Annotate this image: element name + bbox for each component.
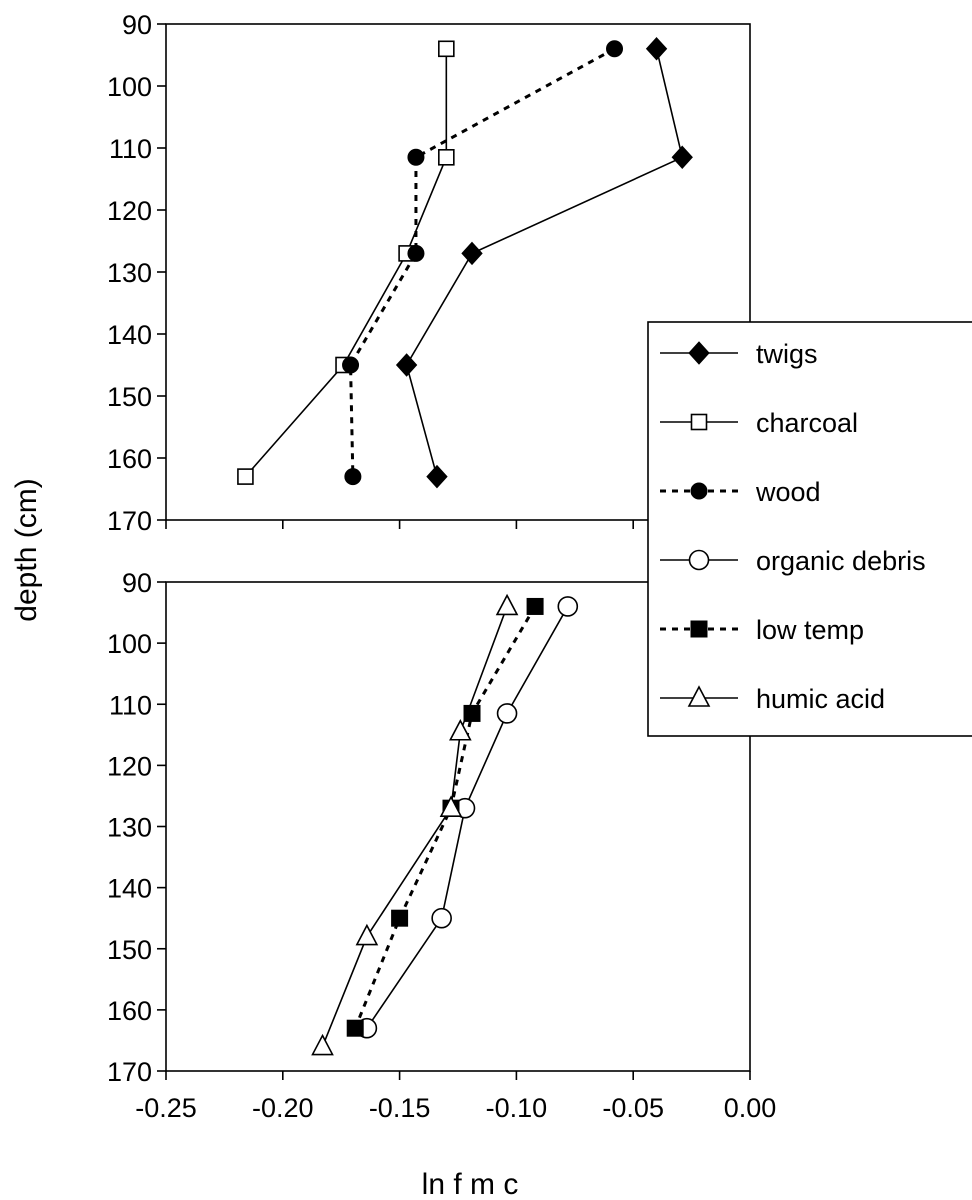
twigs-point: [645, 37, 668, 61]
wood-point: [407, 148, 425, 166]
humic-acid-point: [449, 719, 472, 741]
top-y-tick-label: 120: [107, 196, 152, 226]
twigs-point: [671, 145, 693, 170]
bottom-x-tick-label: -0.20: [252, 1093, 314, 1123]
top-y-tick-label: 150: [107, 382, 152, 412]
bottom-x-tick-label: -0.15: [369, 1093, 431, 1123]
top-y-tick-label: 100: [107, 72, 152, 102]
x-axis-label: ln f m c: [422, 1168, 519, 1200]
top-y-tick-label: 140: [107, 320, 152, 350]
humic-acid-point: [311, 1033, 334, 1056]
wood-legend-marker: [690, 482, 708, 500]
wood-point: [342, 356, 360, 374]
bottom-y-tick-label: 140: [107, 874, 152, 904]
top-y-tick-label: 90: [122, 10, 152, 40]
bottom-y-tick-label: 110: [109, 690, 152, 720]
low-temp-point: [391, 909, 409, 927]
bottom-x-tick-label: -0.10: [486, 1093, 548, 1123]
twigs-legend-label: twigs: [756, 339, 818, 369]
humic-acid-series-line: [321, 606, 508, 1047]
low-temp-legend-label: low temp: [756, 615, 864, 645]
bottom-x-tick-label: -0.05: [602, 1093, 664, 1123]
legend: twigs charcoal wood organic debris low temp h…: [647, 321, 972, 737]
low-temp-point: [346, 1019, 364, 1037]
low-temp-point: [526, 597, 544, 615]
charcoal-point: [237, 468, 254, 485]
organic-debris-legend-label: organic debris: [756, 546, 926, 576]
twigs-legend-marker: [688, 341, 710, 365]
charcoal-series-line: [244, 48, 448, 478]
twigs-point: [461, 241, 483, 266]
bottom-panel: 90 100 110 120 130 140 150 160 170 -0.25 -0.20 -0.1…: [107, 568, 776, 1123]
top-y-tick-label: 170: [107, 506, 152, 536]
bottom-y-tick-label: 100: [107, 629, 152, 659]
wood-point: [606, 40, 624, 58]
organic-debris-point: [496, 703, 518, 724]
humic-acid-legend-label: humic acid: [756, 684, 885, 714]
top-y-tick-label: 110: [109, 134, 152, 164]
twigs-point: [426, 464, 448, 489]
bottom-y-tick-label: 170: [107, 1057, 152, 1087]
bottom-y-tick-label: 130: [107, 813, 152, 843]
humic-acid-point: [439, 795, 463, 817]
humic-acid-point: [495, 593, 519, 616]
wood-point: [407, 244, 425, 262]
wood-legend-label: wood: [755, 477, 821, 507]
humic-acid-point: [355, 923, 379, 946]
wood-series-line: [349, 47, 616, 477]
legend-box: [647, 321, 972, 737]
y-axis-label: depth (cm): [10, 478, 43, 621]
top-panel: 90 100 110 120 130 140 150 160 170: [107, 10, 751, 536]
charcoal-legend-marker: [690, 413, 708, 431]
bottom-y-tick-label: 90: [122, 568, 152, 598]
bottom-x-tick-label: -0.25: [135, 1093, 197, 1123]
humic-acid-legend-marker: [687, 685, 711, 707]
twigs-series-line: [405, 48, 684, 477]
organic-debris-legend-marker: [688, 549, 710, 571]
charcoal-legend-label: charcoal: [756, 408, 858, 438]
bottom-x-tick-label: 0.00: [724, 1093, 777, 1123]
low-temp-legend-marker: [690, 620, 708, 638]
bottom-y-tick-label: 120: [107, 751, 152, 781]
charcoal-point: [438, 149, 455, 166]
bottom-y-tick-label: 160: [107, 996, 152, 1026]
wood-point: [344, 468, 362, 486]
organic-debris-point: [557, 596, 579, 617]
organic-debris-point: [431, 907, 452, 929]
bottom-y-tick-label: 150: [107, 935, 152, 965]
top-y-tick-label: 160: [107, 444, 152, 474]
charcoal-point: [438, 40, 455, 58]
twigs-point: [395, 353, 418, 377]
top-y-tick-label: 130: [107, 258, 152, 288]
